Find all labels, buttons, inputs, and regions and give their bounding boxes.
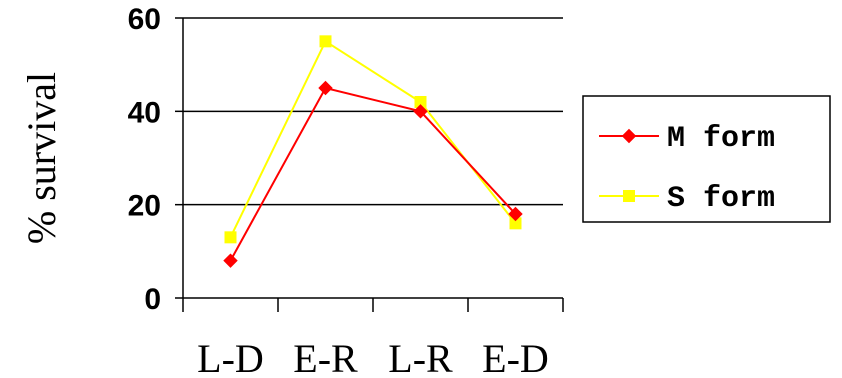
point-m-form-E-R (318, 80, 333, 96)
point-s-form-E-R (319, 35, 332, 48)
axes: 0 20 40 60 L-D E-R L-R E-D (128, 3, 564, 378)
legend-item-m-form: M form (599, 122, 775, 156)
series (223, 35, 523, 268)
y-tick-label-40: 40 (128, 96, 161, 129)
x-tick-label-L-D: L-D (197, 336, 264, 378)
point-m-form-E-D (508, 206, 523, 222)
gridlines (183, 17, 563, 206)
y-tick-label-20: 20 (128, 190, 161, 223)
series-line-m-form (229, 86, 517, 262)
point-m-form-L-R (413, 104, 428, 119)
series-line-s-form (229, 39, 517, 238)
x-tick-label-L-R: L-R (388, 336, 453, 378)
y-axis-label: % survival (19, 72, 64, 244)
x-tick-label-E-D: E-D (482, 336, 549, 378)
legend-marker-s-form (623, 190, 635, 202)
y-tick-label-0: 0 (144, 283, 161, 316)
legend-label-m-form: M form (667, 122, 775, 156)
legend-label-s-form: S form (667, 182, 775, 216)
y-tick-label-60: 60 (128, 3, 161, 36)
point-m-form-L-D (223, 253, 238, 268)
legend-item-s-form: S form (599, 182, 775, 216)
series-s-form (224, 35, 522, 244)
legend: M form S form (582, 95, 831, 223)
series-m-form (223, 80, 523, 268)
x-tick-label-E-R: E-R (293, 336, 358, 378)
point-s-form-L-D (224, 231, 237, 244)
legend-marker-m-form (621, 128, 637, 144)
